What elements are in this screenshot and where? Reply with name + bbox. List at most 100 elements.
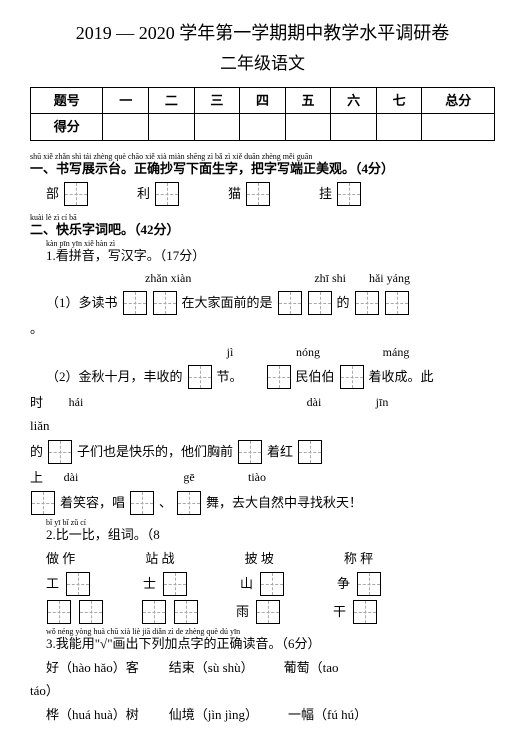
writing-box[interactable] (66, 572, 90, 596)
text: 着收成。此 (369, 367, 434, 387)
text: 仙境（jìn jìng） (169, 705, 258, 725)
char-label: 战 (162, 551, 175, 566)
pinyin-row: zhǎn xiàn zhī shi hǎi yáng (30, 269, 495, 287)
char-label: 士 (143, 574, 156, 594)
header-cell: 二 (149, 87, 195, 114)
score-cell[interactable] (149, 114, 195, 141)
content-row: 好（hào hǎo）客 结束（sù shù） 葡萄（tao (30, 658, 495, 678)
text: 好（hào hǎo）客 (46, 658, 139, 678)
pinyin-row: 上 dài gē tiào (30, 468, 495, 488)
text: táo） (30, 681, 495, 701)
writing-box[interactable] (337, 182, 361, 206)
section-2: kuài lè zì cí bā 二、快乐字词吧。（42分） kàn pīn y… (30, 214, 495, 724)
text: 结束（sù shù） (169, 658, 254, 678)
pinyin-text: liǎn (30, 416, 495, 436)
writing-box[interactable] (163, 572, 187, 596)
writing-box[interactable] (340, 365, 364, 389)
char-label: 争 (337, 574, 350, 594)
score-cell[interactable] (103, 114, 149, 141)
writing-box[interactable] (142, 600, 166, 624)
header-cell: 三 (194, 87, 240, 114)
section-2-heading: 二、快乐字词吧。（42分） (30, 220, 495, 240)
content-row: 的 子们也是快乐的，他们胸前 着红 (30, 440, 495, 464)
writing-box[interactable] (153, 291, 177, 315)
writing-box[interactable] (256, 600, 280, 624)
char-label: 山 (240, 574, 253, 594)
score-cell[interactable] (422, 114, 495, 141)
char-label: 坡 (261, 551, 274, 566)
section-1-heading: 一、书写展示台。正确抄写下面生字，把字写端正美观。（4分） (30, 159, 495, 179)
text: 的 (30, 442, 43, 462)
writing-box[interactable] (130, 491, 154, 515)
writing-box[interactable] (246, 182, 270, 206)
writing-box[interactable] (278, 291, 302, 315)
pinyin-row: 时 hái dài jīn (30, 393, 495, 413)
char-label: 做 (46, 551, 59, 566)
writing-box[interactable] (79, 600, 103, 624)
char-label: 利 (137, 184, 150, 204)
writing-box[interactable] (238, 440, 262, 464)
text: 在大家面前的是 (182, 293, 273, 313)
pinyin-text: hái (61, 393, 91, 411)
header-cell: 一 (103, 87, 149, 114)
char-label: 工 (46, 574, 59, 594)
char-label: 干 (333, 602, 346, 622)
char-label: 猫 (228, 184, 241, 204)
writing-box[interactable] (155, 182, 179, 206)
content-row: 桦（huá huà）树 仙境（jìn jìng） 一幅（fú hú） (30, 705, 495, 725)
text: 、 (159, 493, 172, 513)
score-cell[interactable] (331, 114, 377, 141)
pinyin-text: nóng (293, 343, 323, 361)
content-row: 着笑容，唱 、 舞，去大自然中寻找秋天！ (30, 491, 495, 515)
writing-box[interactable] (188, 365, 212, 389)
header-cell: 六 (331, 87, 377, 114)
char-label: 作 (62, 551, 75, 566)
writing-box[interactable] (48, 440, 72, 464)
text: 的 (337, 293, 350, 313)
text: 子们也是快乐的，他们胸前 (77, 442, 233, 462)
writing-box[interactable] (64, 182, 88, 206)
pinyin-text: gē (174, 468, 204, 486)
content-row: 工 士 山 争 (30, 572, 495, 596)
writing-box[interactable] (267, 365, 291, 389)
pinyin-text: dài (299, 393, 329, 411)
writing-box[interactable] (357, 572, 381, 596)
char-label: 部 (46, 184, 59, 204)
pinyin-text: zhī shi (314, 269, 346, 287)
writing-box[interactable] (260, 572, 284, 596)
score-cell[interactable] (376, 114, 422, 141)
q3-label: 3.我能用"√"画出下列加点字的正确读音。（6分） (30, 634, 495, 654)
writing-box[interactable] (31, 491, 55, 515)
writing-box[interactable] (177, 491, 201, 515)
writing-box[interactable] (298, 440, 322, 464)
score-cell[interactable] (240, 114, 286, 141)
char-label: 站 (145, 551, 158, 566)
writing-box[interactable] (308, 291, 332, 315)
pinyin-text: dài (56, 468, 86, 486)
writing-box[interactable] (353, 600, 377, 624)
main-title: 2019 — 2020 学年第一学期期中教学水平调研卷 (30, 20, 495, 47)
header-cell: 四 (240, 87, 286, 114)
q2-label: 2.比一比，组词。（8 (30, 525, 495, 545)
writing-box[interactable] (47, 600, 71, 624)
text: 葡萄（tao (284, 658, 339, 678)
text: 民伯伯 (296, 367, 335, 387)
content-row: （2）金秋十月，丰收的 节。 民伯伯 着收成。此 (30, 365, 495, 389)
writing-box[interactable] (385, 291, 409, 315)
writing-box[interactable] (355, 291, 379, 315)
content-row: 雨 干 (30, 600, 495, 624)
header-cell: 五 (285, 87, 331, 114)
char-row: 部 利 猫 挂 (30, 182, 495, 206)
text: 。 (30, 319, 495, 339)
header-cell: 总分 (422, 87, 495, 114)
row-label-cell: 得分 (31, 114, 103, 141)
pinyin-row: jì nóng máng (30, 343, 495, 361)
writing-box[interactable] (174, 600, 198, 624)
header-cell: 七 (376, 87, 422, 114)
score-cell[interactable] (285, 114, 331, 141)
sub-title: 二年级语文 (30, 51, 495, 77)
text: （1）多读书 (46, 293, 118, 313)
score-cell[interactable] (194, 114, 240, 141)
writing-box[interactable] (123, 291, 147, 315)
table-row: 题号 一 二 三 四 五 六 七 总分 (31, 87, 495, 114)
